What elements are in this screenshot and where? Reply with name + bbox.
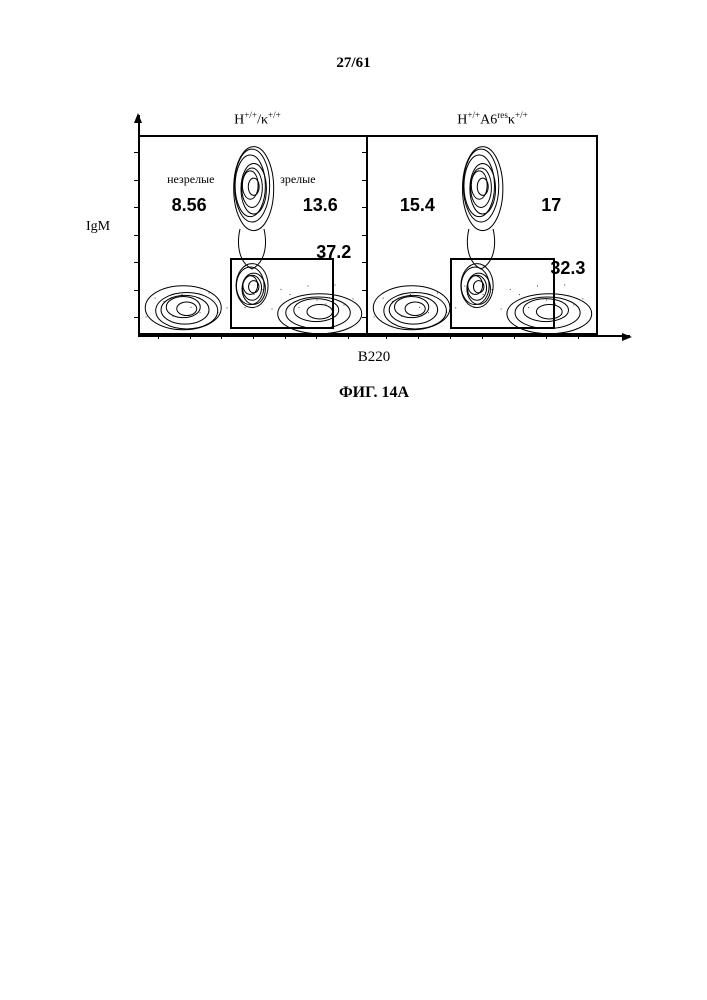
tick	[450, 333, 451, 339]
tick	[190, 333, 191, 339]
figure-14a: H+/+/κ+/+ H+/+A6resκ+/+ IgM незрелые зре…	[110, 110, 610, 402]
ticks-x-right	[368, 333, 596, 339]
plots-row: IgM незрелые зрелые 8.56 13.6 37.2 15.4 …	[110, 135, 610, 335]
value-mature-right: 17	[541, 195, 561, 216]
tick	[482, 333, 483, 339]
tick	[348, 333, 349, 339]
tick	[514, 333, 515, 339]
tick	[386, 333, 387, 339]
tick	[134, 207, 140, 208]
tick	[362, 152, 368, 153]
tick	[221, 333, 222, 339]
gate-lower-left	[230, 258, 334, 329]
tick	[134, 180, 140, 181]
panel-titles-row: H+/+/κ+/+ H+/+A6resκ+/+	[140, 110, 610, 135]
tick	[134, 152, 140, 153]
y-axis-label: IgM	[86, 219, 110, 235]
ticks-x-left	[140, 333, 366, 339]
tick	[362, 180, 368, 181]
ticks-y-right	[362, 137, 368, 333]
value-immature-right: 15.4	[400, 195, 435, 216]
tick	[134, 235, 140, 236]
tick	[362, 207, 368, 208]
tick	[362, 235, 368, 236]
value-lower-right: 32.3	[550, 258, 585, 279]
figure-caption: ФИГ. 14A	[138, 384, 610, 402]
value-mature-left: 13.6	[303, 195, 338, 216]
tick	[253, 333, 254, 339]
tick	[285, 333, 286, 339]
tick	[362, 290, 368, 291]
tick	[362, 262, 368, 263]
tick	[362, 317, 368, 318]
x-axis-label: B220	[138, 349, 610, 366]
tick	[546, 333, 547, 339]
facs-plot-right: 15.4 17 32.3	[368, 135, 598, 335]
page-number: 27/61	[0, 55, 707, 72]
label-immature: незрелые	[167, 172, 214, 187]
facs-plot-left: незрелые зрелые 8.56 13.6 37.2	[138, 135, 368, 335]
ticks-y-left	[134, 137, 140, 333]
tick	[134, 317, 140, 318]
tick	[316, 333, 317, 339]
label-mature: зрелые	[280, 172, 315, 187]
gate-lower-right	[450, 258, 555, 329]
tick	[158, 333, 159, 339]
panel-title-right: H+/+A6resκ+/+	[375, 110, 610, 135]
tick	[418, 333, 419, 339]
tick	[134, 262, 140, 263]
tick	[578, 333, 579, 339]
panel-title-left: H+/+/κ+/+	[140, 110, 375, 135]
value-immature-left: 8.56	[172, 195, 207, 216]
tick	[134, 290, 140, 291]
